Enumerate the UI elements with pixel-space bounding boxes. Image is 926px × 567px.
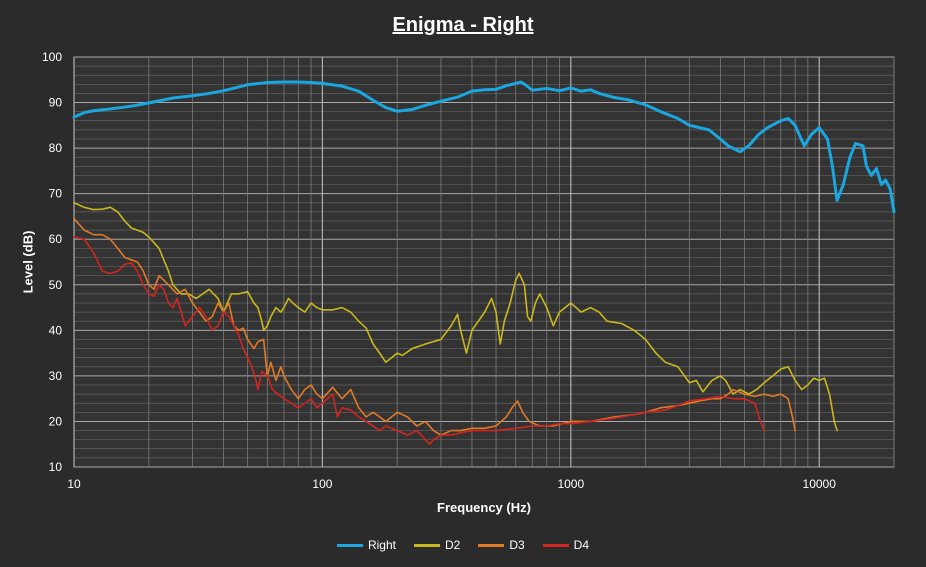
legend-label: Right [367,538,396,552]
y-tick-label: 80 [49,141,63,155]
y-tick-label: 60 [49,232,63,246]
x-tick-label: 10 [67,477,81,491]
y-tick-label: 10 [49,460,63,474]
chart-legend: Right D2 D3 D4 [0,538,926,552]
series-line-d4 [73,236,765,446]
legend-swatch [336,543,363,547]
y-tick-label: 20 [49,414,63,428]
chart-title: Enigma - Right [392,14,534,36]
y-tick-label: 50 [49,278,63,292]
x-tick-label: 100 [312,477,332,491]
plot-area [73,56,895,468]
legend-swatch [478,543,505,547]
x-tick-label: 1000 [557,477,584,491]
legend-item-d3: D3 [478,538,525,552]
x-tick-label: 10000 [803,477,837,491]
legend-label: D3 [509,538,525,552]
series-line-d2 [73,201,838,432]
legend-swatch [542,543,569,547]
legend-swatch [413,543,440,547]
y-tick-label: 90 [49,96,63,110]
y-tick-label: 70 [49,187,63,201]
x-axis-label: Frequency (Hz) [437,500,531,515]
series-line-right [72,80,896,214]
y-tick-label: 40 [49,323,63,337]
chart-grid [73,56,895,468]
legend-item-d2: D2 [413,538,461,552]
y-tick-label: 100 [42,50,62,64]
legend-item-d4: D4 [542,538,590,552]
legend-label: D2 [444,538,461,552]
legend-label: D4 [573,538,590,552]
legend-item-right: Right [336,538,396,552]
y-tick-label: 30 [49,369,63,383]
series-line-d3 [73,217,796,436]
chart-ticks: 10 20 30 40 50 60 70 80 90 100 10 100 1000 10000 [42,50,836,491]
chart-series [72,80,896,446]
